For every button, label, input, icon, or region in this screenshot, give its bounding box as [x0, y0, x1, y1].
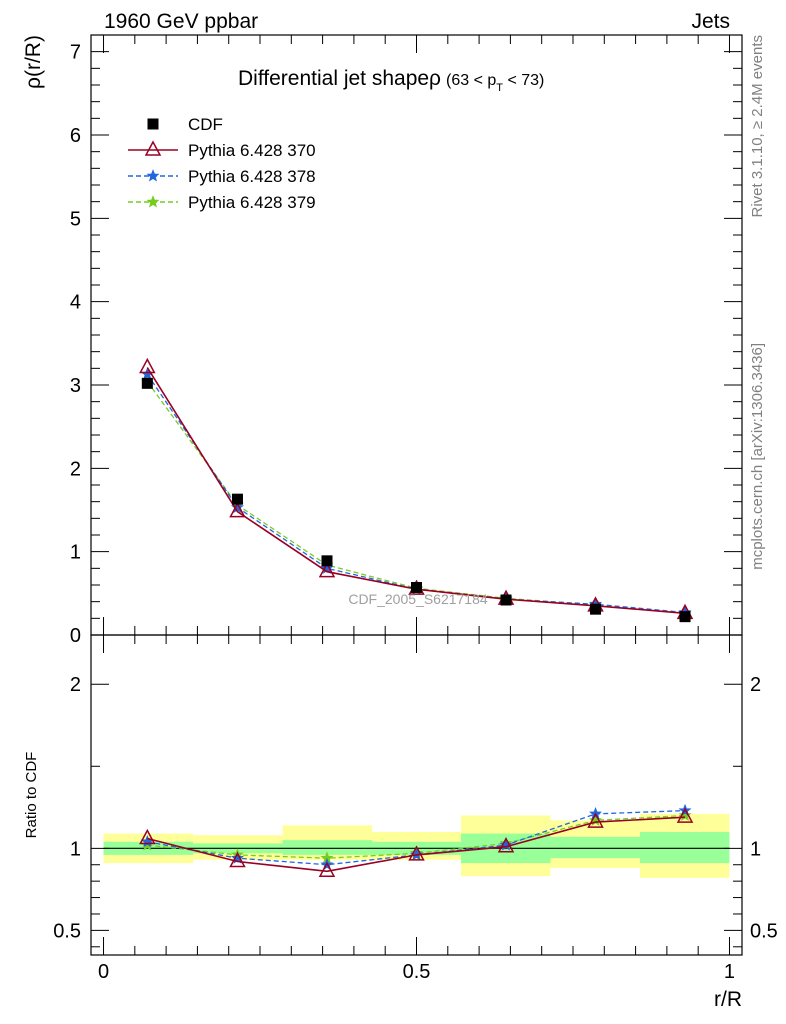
legend-label: CDF: [188, 115, 223, 134]
y-tick-label: 4: [70, 292, 81, 314]
y-tick-label: 1: [70, 542, 81, 564]
legend-marker: [146, 169, 160, 182]
rivet-version-label: Rivet 3.1.10, ≥ 2.4M events: [749, 35, 766, 218]
uncertainty-band-inner: [550, 836, 640, 859]
ratio-point: [678, 808, 692, 822]
uncertainty-band-inner: [282, 840, 373, 855]
y-tick-label: 2: [70, 458, 81, 480]
chart-title-subscript: T: [496, 82, 503, 94]
y-axis-label: ρ(r/R): [22, 35, 45, 89]
ratio-tick-label: 1: [70, 838, 81, 860]
y-tick-label: 6: [70, 125, 81, 147]
mcplots-label: mcplots.cern.ch [arXiv:1306.3436]: [749, 343, 766, 570]
data-point: [321, 555, 333, 567]
legend-item: Pythia 6.428 370: [128, 140, 316, 160]
ratio-point: [589, 813, 603, 826]
series-cdf: [141, 377, 691, 623]
legend-label: Pythia 6.428 378: [188, 167, 316, 186]
y-tick-label: 7: [70, 42, 81, 64]
series-pythia-6-428-378: [140, 367, 692, 619]
ratio-axis-ticks: 0.5 0.5 1 1 2 2 0 0.5 1: [53, 635, 778, 983]
data-point: [679, 611, 691, 623]
data-point: [411, 582, 422, 593]
data-point: [231, 493, 243, 505]
chart-title-range: (63 < p: [446, 72, 496, 89]
ratio-tick-label: 2: [70, 674, 81, 696]
ratio-point: [318, 861, 336, 878]
data-point: [141, 377, 153, 389]
upper-axis-ticks: 0 1 2 3 4 5 6 7: [70, 35, 742, 647]
legend-item: CDF: [147, 115, 223, 134]
chart-title-main: Differential jet shapeρ: [238, 67, 441, 90]
series-line: [146, 373, 686, 614]
ratio-pythia-6-428-370: [139, 807, 694, 878]
upper-series-group: [139, 357, 694, 623]
ratio-point: [676, 807, 694, 823]
legend-marker: [146, 195, 160, 208]
legend-label: Pythia 6.428 379: [188, 193, 316, 212]
data-point: [318, 562, 336, 578]
header-energy-label: 1960 GeV ppbar: [104, 10, 258, 33]
uncertainty-band-inner: [639, 831, 730, 864]
header-category-label: Jets: [691, 10, 730, 33]
legend-label: Pythia 6.428 370: [188, 141, 316, 160]
ratio-tick-label-right: 2: [750, 674, 761, 696]
ratio-bands: [103, 813, 730, 878]
legend-item: Pythia 6.428 378: [128, 167, 316, 186]
ratio-tick-label-right: 0.5: [750, 920, 778, 942]
ratio-line: [147, 816, 686, 873]
ratio-point: [499, 838, 513, 851]
chart-title: Differential jet shapeρ (63 < pT < 73): [238, 67, 544, 94]
ratio-series-group: [139, 803, 694, 878]
legend: CDF Pythia 6.428 370 Pythia 6.428 378 Pythi…: [128, 115, 316, 212]
ratio-point: [229, 851, 246, 868]
legend-marker: [144, 140, 162, 156]
ratio-point: [497, 837, 515, 853]
legend-item: Pythia 6.428 379: [128, 193, 316, 212]
series-line: [146, 367, 686, 615]
ratio-point: [139, 828, 156, 845]
series-pythia-6-428-370: [139, 357, 694, 620]
ratio-axis-label: Ratio to CDF: [23, 752, 40, 839]
ratio-point: [408, 845, 425, 861]
y-tick-label: 3: [70, 375, 81, 397]
data-point: [229, 502, 246, 518]
y-tick-label: 5: [70, 208, 81, 230]
data-point: [500, 594, 512, 606]
x-tick-label: 1: [724, 961, 735, 983]
x-tick-label: 0: [98, 961, 109, 983]
legend-marker: [147, 118, 159, 130]
ratio-point: [587, 812, 604, 828]
data-point: [590, 603, 602, 615]
ratio-frame: [90, 634, 743, 956]
chart-title-range-end: < 73): [503, 72, 544, 89]
analysis-watermark: CDF_2005_S6217184: [348, 591, 488, 607]
x-axis-label: r/R: [714, 988, 742, 1011]
x-tick-label: 0.5: [403, 961, 431, 983]
ratio-tick-label-right: 1: [750, 838, 761, 860]
data-point: [139, 357, 156, 374]
ratio-tick-label: 0.5: [53, 920, 81, 942]
y-tick-label: 0: [70, 625, 81, 647]
